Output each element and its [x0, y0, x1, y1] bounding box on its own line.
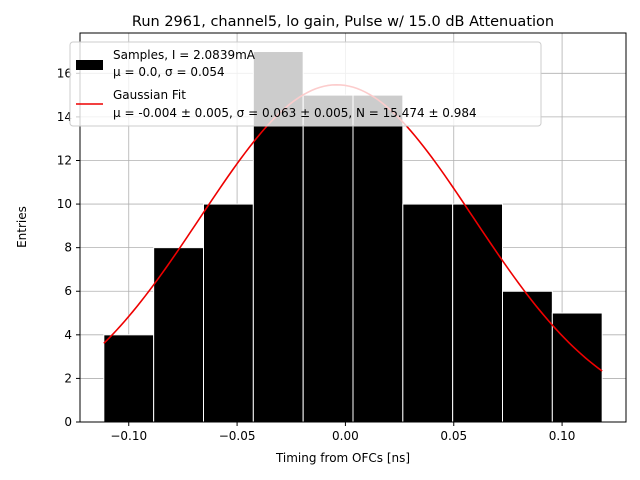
histogram-bar — [203, 203, 254, 423]
histogram-bar — [402, 203, 454, 423]
y-tick-label: 16 — [57, 66, 72, 80]
x-tick-label: 0.10 — [549, 429, 576, 443]
y-tick-label: 0 — [64, 415, 72, 429]
y-tick-label: 14 — [57, 110, 72, 124]
legend-label-fit-stats: μ = -0.004 ± 0.005, σ = 0.063 ± 0.005, N… — [113, 106, 477, 120]
legend-label-fit: Gaussian Fit — [113, 88, 186, 102]
histogram-bars — [103, 51, 603, 423]
histogram-bar — [452, 203, 503, 423]
chart-title: Run 2961, channel5, lo gain, Pulse w/ 15… — [132, 14, 554, 30]
histogram-bar — [502, 290, 553, 423]
x-tick-label: 0.00 — [332, 429, 359, 443]
y-tick-label: 12 — [57, 153, 72, 167]
histogram-bar — [153, 247, 205, 423]
legend-box — [69, 41, 542, 127]
y-tick-label: 2 — [64, 371, 72, 385]
y-tick-label: 10 — [57, 197, 72, 211]
x-axis-label: Timing from OFCs [ns] — [275, 451, 410, 465]
histogram-bar — [302, 94, 354, 423]
legend-label-samples-stats: μ = 0.0, σ = 0.054 — [113, 65, 225, 79]
x-tick-label: −0.10 — [110, 429, 147, 443]
histogram-bar — [352, 94, 404, 423]
y-tick-label: 4 — [64, 328, 72, 342]
y-tick-label: 6 — [64, 284, 72, 298]
legend: Samples, I = 2.0839mA μ = 0.0, σ = 0.054… — [69, 41, 542, 127]
y-tick-label: 8 — [64, 241, 72, 255]
y-axis-label: Entries — [15, 206, 29, 248]
x-tick-label: −0.05 — [219, 429, 256, 443]
axes-frame — [79, 32, 627, 423]
x-tick-label: 0.05 — [440, 429, 467, 443]
x-axis-ticks: −0.10 −0.05 0.00 0.05 0.10 — [110, 422, 575, 443]
legend-label-samples: Samples, I = 2.0839mA — [113, 48, 256, 62]
histogram-bar — [103, 334, 155, 423]
y-axis-ticks: 0 2 4 6 8 10 12 14 16 — [57, 66, 80, 429]
legend-swatch-samples — [76, 60, 103, 70]
histogram-bar — [551, 312, 603, 423]
